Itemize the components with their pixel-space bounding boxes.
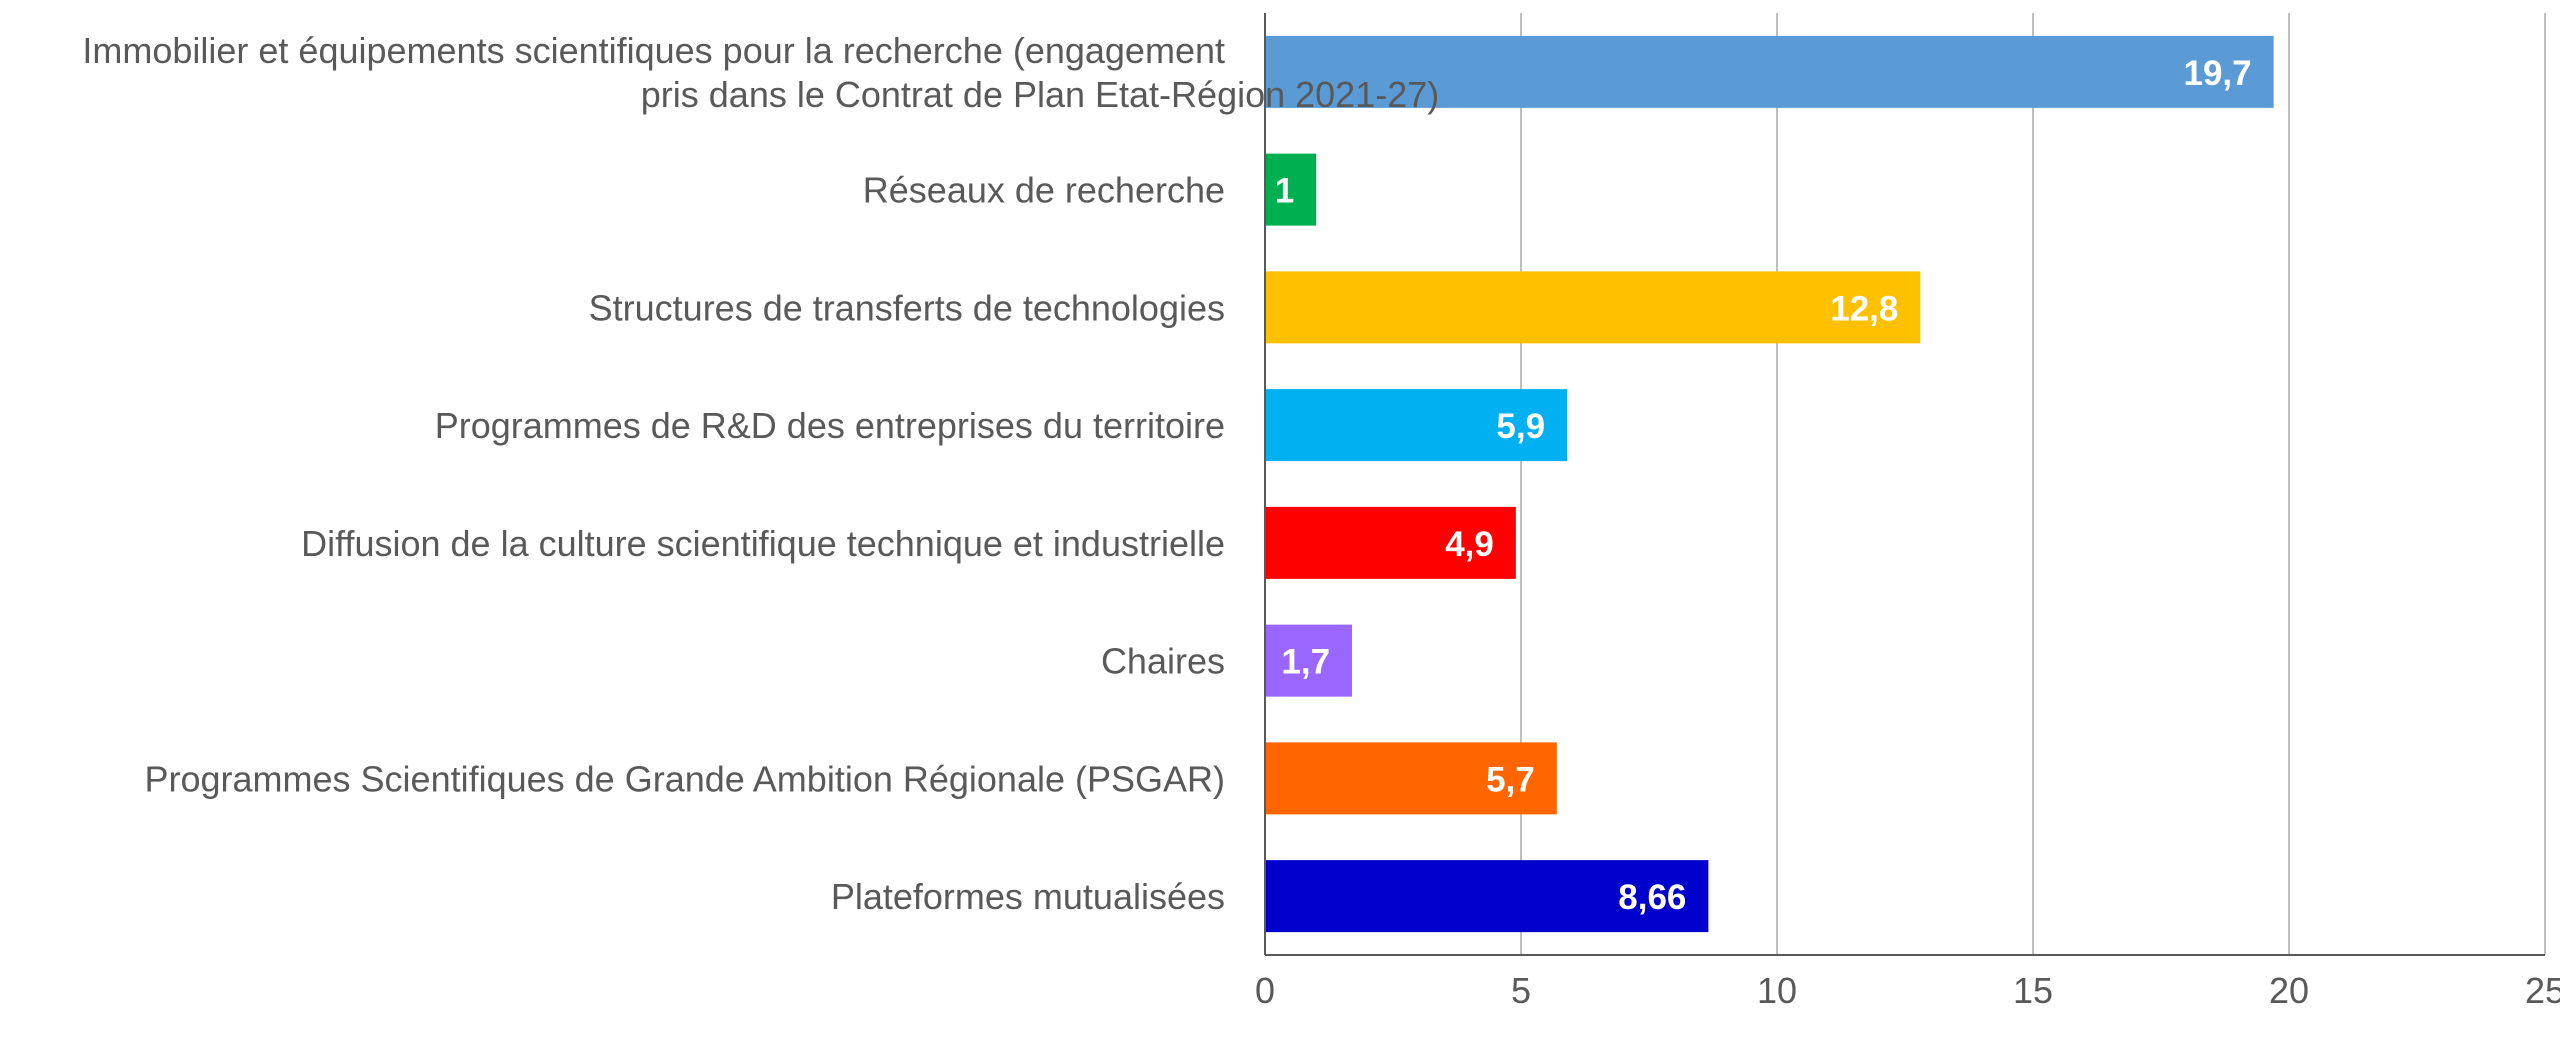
data-label: 5,9 bbox=[1496, 407, 1545, 446]
labels: 19,7 Immobilier et équipements scientifiq… bbox=[82, 30, 2251, 917]
bar bbox=[1265, 389, 1568, 462]
category-label-line: Diffusion de la culture scientifique tec… bbox=[301, 523, 1225, 564]
category-label-line: Réseaux de recherche bbox=[863, 170, 1225, 211]
data-label: 4,9 bbox=[1445, 525, 1494, 564]
x-tick-label: 15 bbox=[2013, 970, 2053, 1011]
x-tick-label: 20 bbox=[2269, 970, 2309, 1011]
gridlines bbox=[1520, 13, 2546, 955]
category-label-line: Programmes de R&D des entreprises du ter… bbox=[435, 405, 1225, 446]
category-label-line: Structures de transferts de technologies bbox=[589, 287, 1225, 328]
data-label: 8,66 bbox=[1618, 878, 1686, 917]
category-label: Diffusion de la culture scientifique tec… bbox=[301, 523, 1225, 564]
x-tick-label: 5 bbox=[1511, 970, 1531, 1011]
category-label-line: Chaires bbox=[1101, 641, 1225, 682]
data-label: 12,8 bbox=[1830, 289, 1898, 328]
category-label: Immobilier et équipements scientifiques … bbox=[82, 30, 1439, 115]
category-label: Structures de transferts de technologies bbox=[589, 287, 1225, 328]
category-label-line: Plateformes mutualisées bbox=[831, 876, 1225, 917]
bar bbox=[1265, 271, 1921, 344]
data-label: 1,7 bbox=[1281, 643, 1330, 682]
axes: 0 5 10 15 20 25 bbox=[1255, 13, 2560, 1011]
bar bbox=[1265, 35, 2274, 108]
bar bbox=[1265, 153, 1317, 226]
category-label-line: Immobilier et équipements scientifiques … bbox=[82, 30, 1225, 71]
category-label-line: Programmes Scientifiques de Grande Ambit… bbox=[144, 758, 1225, 799]
category-label: Plateformes mutualisées bbox=[831, 876, 1225, 917]
category-label: Chaires bbox=[1101, 641, 1225, 682]
data-label: 1 bbox=[1275, 172, 1294, 211]
category-label: Programmes de R&D des entreprises du ter… bbox=[435, 405, 1225, 446]
category-label: Réseaux de recherche bbox=[863, 170, 1225, 211]
bar bbox=[1265, 742, 1557, 815]
data-label: 5,7 bbox=[1486, 760, 1535, 799]
x-tick-label: 0 bbox=[1255, 970, 1275, 1011]
category-label: Programmes Scientifiques de Grande Ambit… bbox=[144, 758, 1225, 799]
bar bbox=[1265, 506, 1516, 579]
bar bbox=[1265, 624, 1353, 697]
x-tick-label: 25 bbox=[2525, 970, 2560, 1011]
category-label-line: pris dans le Contrat de Plan Etat-Région… bbox=[641, 74, 1439, 115]
bar bbox=[1265, 860, 1709, 933]
data-label: 19,7 bbox=[2184, 54, 2252, 93]
x-tick-label: 10 bbox=[1757, 970, 1797, 1011]
bars bbox=[1265, 35, 2274, 933]
